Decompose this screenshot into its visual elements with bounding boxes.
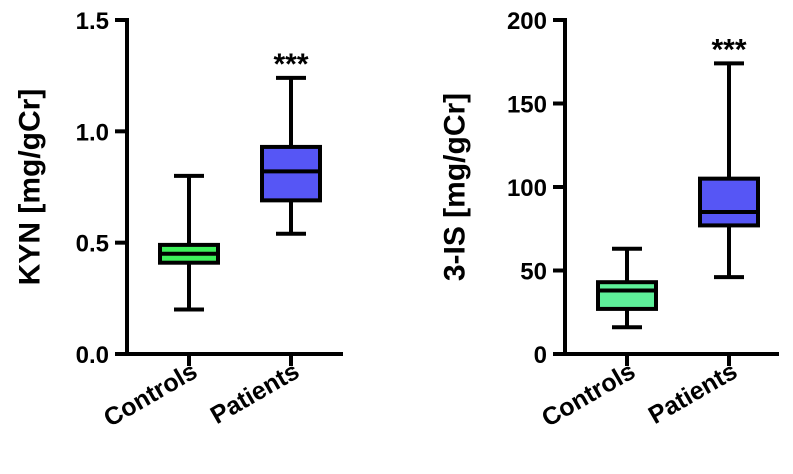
x-tick-label: Controls	[99, 357, 202, 433]
box-patients	[698, 61, 760, 280]
iqr-box	[260, 144, 322, 203]
significance-label: ***	[711, 33, 746, 66]
y-tick-label: 0	[534, 342, 547, 369]
y-tick-label: 150	[507, 92, 547, 119]
chart-panel-1: 0.0 0.5 1.0 1.5 Controls Patients KYN [mg/gCr]…	[14, 8, 343, 433]
chart-panel-2: 0 50 100 150 200 Controls Patients 3-IS [mg/gCr…	[439, 8, 779, 433]
y-tick-label: 50	[520, 259, 547, 286]
y-tick-label: 200	[507, 8, 547, 35]
x-tick-label: Patients	[206, 357, 304, 430]
iqr-box	[596, 280, 658, 311]
y-axis-title: 3-IS [mg/gCr]	[439, 93, 472, 281]
y-axis-title: KYN [mg/gCr]	[14, 89, 47, 286]
iqr-box	[698, 176, 760, 228]
y-tick-label: 1.0	[76, 119, 109, 146]
box-controls	[596, 246, 658, 330]
y-tick-label: 1.5	[76, 8, 109, 35]
y-tick-label: 0.5	[76, 231, 109, 258]
significance-label: ***	[273, 48, 308, 81]
box-controls	[158, 173, 220, 312]
y-tick-label: 0.0	[76, 342, 109, 369]
box-patients	[260, 75, 322, 236]
y-tick-label: 100	[507, 175, 547, 202]
x-tick-label: Controls	[537, 357, 640, 433]
x-tick-label: Patients	[644, 357, 742, 430]
